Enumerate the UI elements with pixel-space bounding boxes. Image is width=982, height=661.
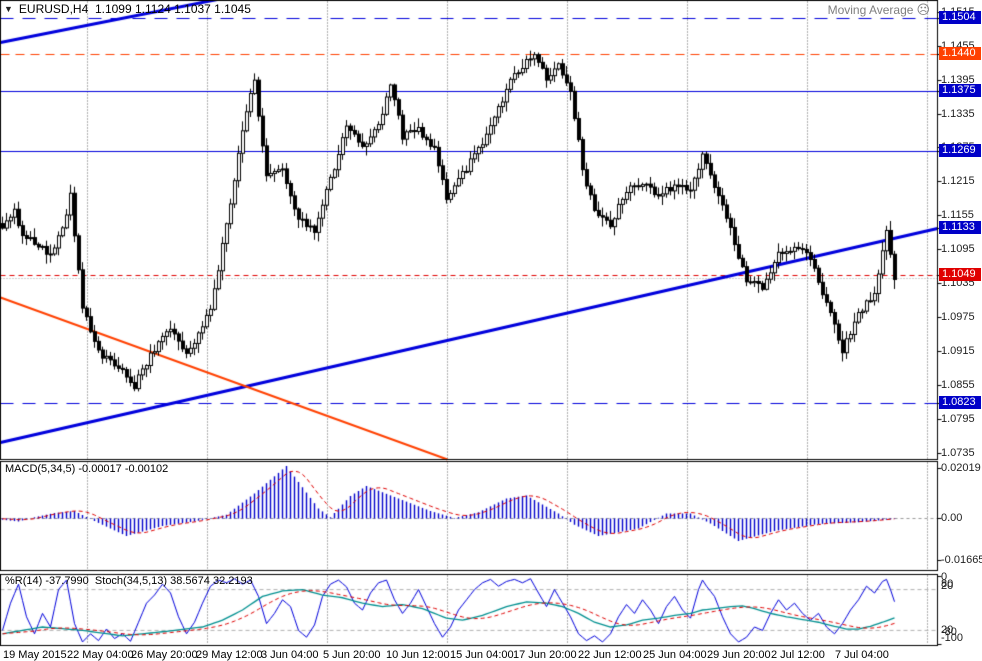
price-tick-label: 1.1095 bbox=[941, 243, 975, 256]
time-axis-label: 10 Jun 12:00 bbox=[386, 649, 450, 661]
wpr-tick-label: -80 bbox=[941, 626, 957, 638]
price-level-tag: 1.0823 bbox=[939, 395, 981, 409]
price-axis[interactable] bbox=[938, 0, 982, 648]
price-level-tag: 1.1269 bbox=[939, 143, 981, 157]
chart-title: ▼ EURUSD,H4 1.1099 1.1124 1.1037 1.1045 bbox=[4, 2, 251, 16]
price-tick-label: 1.1155 bbox=[941, 209, 974, 222]
wpr-tick-label: 0 bbox=[941, 571, 948, 583]
symbol-period: EURUSD,H4 bbox=[18, 2, 89, 16]
time-axis-label: 2 Jul 12:00 bbox=[771, 649, 825, 661]
price-level-tag: 1.1504 bbox=[939, 11, 981, 24]
price-tick-label: 1.0915 bbox=[941, 344, 975, 357]
wpr-tick-label: 20 bbox=[941, 624, 954, 636]
time-axis-label: 26 May 20:00 bbox=[131, 649, 198, 661]
price-tick-label: 1.0975 bbox=[941, 311, 975, 324]
moving-average-label: Moving Average ☹ bbox=[827, 2, 930, 17]
price-level-tag: 1.1133 bbox=[939, 220, 981, 234]
price-level-tag: 1.1375 bbox=[939, 83, 981, 97]
price-level-tag: 1.1440 bbox=[939, 47, 981, 61]
time-axis-label: 22 Jun 12:00 bbox=[578, 649, 642, 661]
time-axis-label: 25 Jun 04:00 bbox=[643, 649, 707, 661]
price-level-tag: 1.1049 bbox=[939, 268, 981, 282]
price-tick-label: 1.0795 bbox=[941, 412, 975, 425]
time-axis-label: 19 May 2015 bbox=[3, 649, 67, 661]
wpr-tick-label: 80 bbox=[941, 578, 954, 590]
price-tick-label: 1.0855 bbox=[941, 378, 975, 391]
time-axis-label: 29 May 12:00 bbox=[196, 649, 263, 661]
wpr-tick-label: 20 bbox=[941, 580, 954, 592]
time-axis-label: 5 Jun 20:00 bbox=[323, 649, 381, 661]
macd-tick-label: -0.01665 bbox=[941, 553, 982, 566]
time-axis-label: 22 May 04:00 bbox=[67, 649, 134, 661]
price-tick-label: 1.1395 bbox=[941, 73, 975, 86]
price-tick-label: 1.1335 bbox=[941, 107, 975, 120]
price-tick-label: 1.0735 bbox=[941, 446, 975, 459]
expert-status-icon[interactable]: ☹ bbox=[916, 2, 930, 17]
wpr-tick-label: -100 bbox=[941, 632, 964, 644]
price-tick-label: 1.1215 bbox=[941, 175, 975, 188]
time-axis-label: 7 Jul 04:00 bbox=[835, 649, 889, 661]
macd-tick-label: 0.02019 bbox=[941, 461, 981, 474]
time-axis-label: 15 Jun 04:00 bbox=[450, 649, 514, 661]
macd-tick-label: 0.00 bbox=[941, 512, 963, 524]
symbol-dropdown-icon[interactable]: ▼ bbox=[4, 4, 13, 14]
time-axis-label: 17 Jun 20:00 bbox=[513, 649, 577, 661]
macd-panel-label: MACD(5,34,5) -0.00017 -0.00102 bbox=[5, 463, 169, 475]
time-axis-label: 3 Jun 04:00 bbox=[261, 649, 319, 661]
time-axis-label: 29 Jun 20:00 bbox=[707, 649, 771, 661]
ohlc-values: 1.1099 1.1124 1.1037 1.1045 bbox=[94, 2, 251, 16]
wpr-panel-label: %R(14) -37.7990 Stoch(34,5,13) 38.5674 3… bbox=[5, 575, 253, 587]
